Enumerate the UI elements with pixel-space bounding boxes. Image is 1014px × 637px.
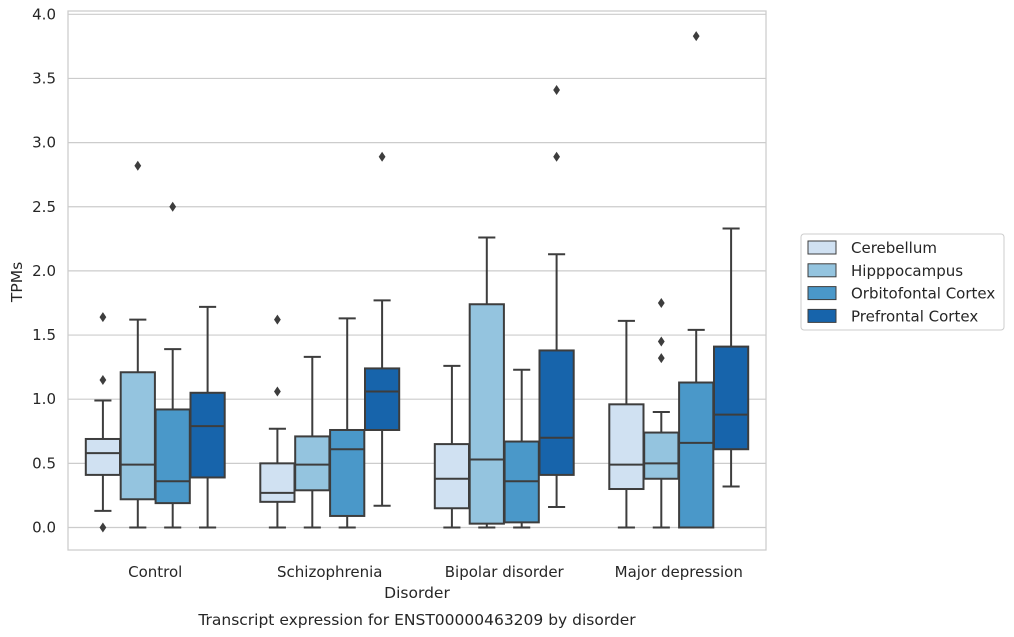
box — [84, 437, 122, 476]
legend-label: Prefrontal Cortex — [851, 307, 978, 325]
box-group — [294, 355, 331, 529]
legend-swatch — [807, 286, 837, 301]
x-axis-ticks: Control Schizophrenia Bipolar disorder Majo… — [128, 563, 743, 581]
box — [363, 367, 401, 431]
y-axis-ticks: 0.0 0.5 1.0 1.5 2.0 2.5 3.0 3.5 4.0 — [32, 5, 56, 536]
outlier-point — [99, 374, 107, 385]
box-group — [84, 312, 122, 533]
outlier-point — [657, 353, 665, 364]
box — [608, 403, 645, 491]
plot-frame — [67, 10, 767, 551]
box-group — [608, 319, 645, 529]
x-axis-title: Disorder — [384, 584, 450, 602]
box — [433, 443, 471, 510]
box — [294, 435, 331, 492]
box-group — [189, 305, 226, 529]
y-tick-label: 2.5 — [32, 198, 56, 216]
y-tick-label: 3.5 — [32, 69, 56, 87]
box-group — [433, 364, 471, 529]
box-group — [259, 314, 296, 529]
y-tick-label: 0.0 — [32, 519, 56, 537]
x-tick-label: Control — [128, 563, 182, 581]
outlier-point — [553, 84, 560, 95]
box-group — [329, 317, 366, 529]
outlier-point — [274, 386, 281, 397]
box-group — [363, 151, 401, 507]
box-group — [503, 368, 540, 529]
outlier-point — [169, 201, 177, 212]
box — [678, 381, 715, 529]
box — [329, 428, 366, 517]
box — [712, 345, 750, 451]
outlier-point — [274, 314, 281, 325]
legend: Cerebellum Hipppocampus Orbitofontal Corte… — [800, 233, 1005, 331]
y-tick-label: 1.5 — [32, 326, 56, 344]
box-group — [678, 31, 715, 529]
legend-swatch — [807, 308, 837, 323]
box — [259, 462, 296, 503]
boxes-layer — [84, 31, 750, 533]
gridlines — [68, 13, 766, 529]
legend-swatch — [807, 263, 837, 278]
box — [468, 303, 505, 525]
y-tick-label: 4.0 — [32, 5, 56, 23]
outlier-point — [553, 151, 560, 162]
legend-frame — [800, 233, 1005, 331]
y-axis-title: TPMs — [8, 262, 26, 303]
box — [154, 408, 191, 505]
outlier-point — [692, 31, 700, 42]
legend-label: Orbitofontal Cortex — [851, 285, 995, 303]
outlier-point — [99, 522, 107, 533]
x-tick-label: Schizophrenia — [277, 563, 382, 581]
box — [189, 391, 226, 479]
legend-swatch — [807, 240, 837, 255]
box-group — [643, 297, 680, 529]
y-tick-label: 3.0 — [32, 134, 56, 152]
outlier-point — [99, 312, 107, 323]
chart-caption: Transcript expression for ENST0000046320… — [197, 611, 636, 629]
box — [119, 371, 156, 501]
box-group — [712, 227, 750, 488]
x-tick-label: Major depression — [615, 563, 743, 581]
box-group — [538, 84, 575, 508]
outlier-point — [657, 336, 665, 347]
y-tick-label: 1.0 — [32, 390, 56, 408]
outlier-point — [657, 297, 665, 308]
y-tick-label: 0.5 — [32, 454, 56, 472]
y-tick-label: 2.0 — [32, 262, 56, 280]
box — [643, 431, 680, 480]
box-group — [468, 236, 505, 529]
box — [538, 349, 575, 476]
legend-label: Hipppocampus — [851, 262, 963, 280]
legend-label: Cerebellum — [851, 239, 937, 257]
outlier-point — [378, 151, 386, 162]
x-tick-label: Bipolar disorder — [445, 563, 565, 581]
outlier-point — [134, 160, 142, 171]
